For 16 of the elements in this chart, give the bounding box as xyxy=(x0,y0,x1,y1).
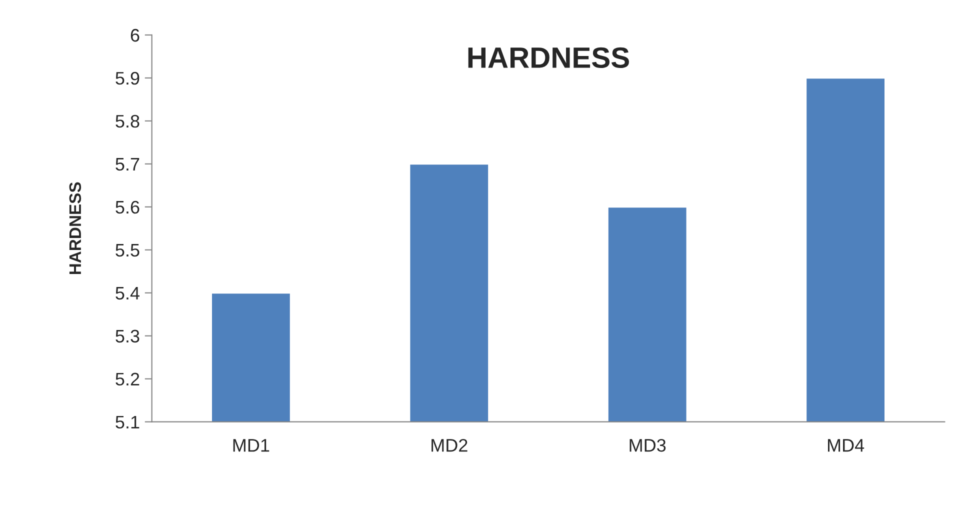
y-tick-label: 5.2 xyxy=(116,372,140,386)
y-axis-title: HARDNESS xyxy=(69,182,82,274)
x-tick-label: MD3 xyxy=(630,438,666,452)
y-tick-label: 5.6 xyxy=(116,200,140,214)
y-tick-label: 5.3 xyxy=(116,330,140,343)
y-tick-label: 5.9 xyxy=(116,72,140,85)
y-tick-label: 5.1 xyxy=(116,416,140,429)
y-tick-label: 5.4 xyxy=(116,287,140,300)
y-tick-label: 5.5 xyxy=(116,244,140,257)
x-tick-label: MD2 xyxy=(432,438,468,452)
y-tick-label: 6 xyxy=(130,28,140,42)
y-tick-label: 5.7 xyxy=(116,158,140,171)
x-tick-label: MD1 xyxy=(233,439,270,452)
chart-title: HARDNESS xyxy=(468,47,629,68)
x-tick-label: MD4 xyxy=(828,439,864,452)
y-tick-label: 5.8 xyxy=(116,114,140,128)
